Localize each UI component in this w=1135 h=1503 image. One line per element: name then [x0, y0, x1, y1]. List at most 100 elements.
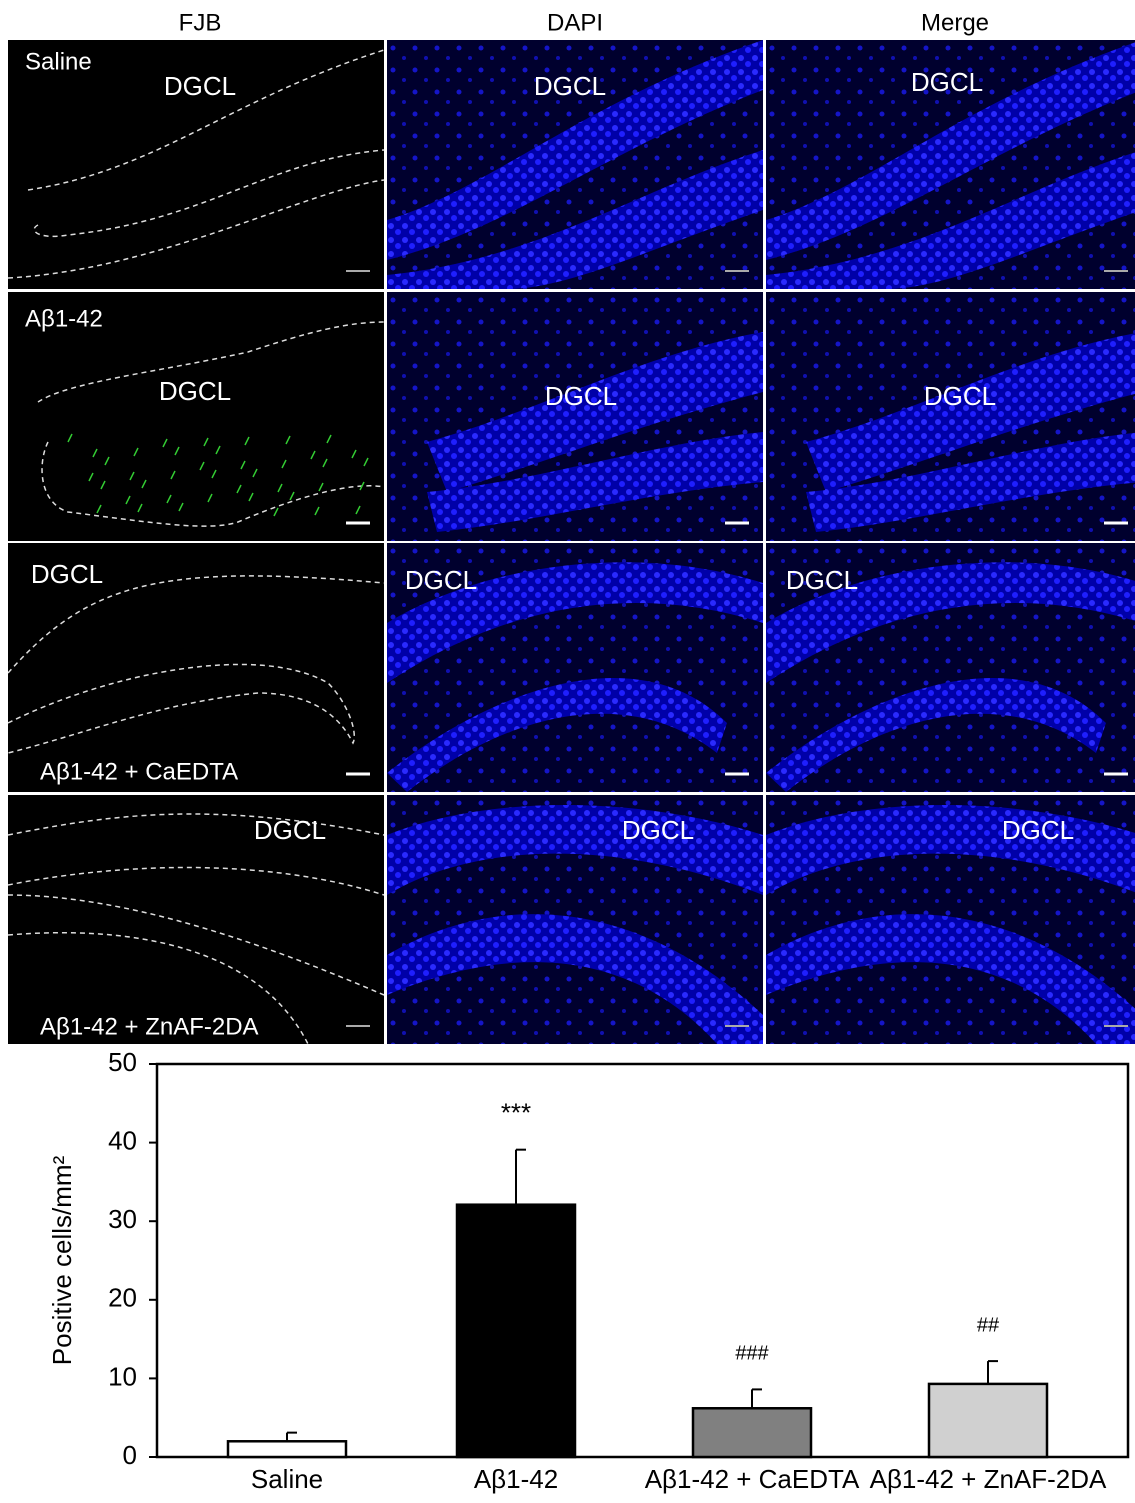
fjb-cell [104, 456, 110, 466]
granule-layer [387, 678, 727, 792]
fjb-cell [322, 458, 328, 468]
granule-layer [387, 40, 763, 260]
significance-label: ## [977, 1314, 1000, 1336]
region-label: DGCL [405, 565, 477, 595]
fjb-cell [133, 447, 139, 457]
granule-layer [766, 805, 1135, 895]
region-label: DGCL [545, 381, 617, 411]
micrograph: DGCL [766, 40, 1135, 289]
fjb-cell [236, 484, 242, 494]
micrograph: DGCL [387, 40, 763, 289]
plot-frame [155, 1062, 1130, 1459]
panel-background [8, 292, 384, 541]
micrograph: DGCL Aβ1-42 + ZnAF-2DA [8, 795, 384, 1044]
x-tick-label: Aβ1-42 + ZnAF-2DA [870, 1464, 1107, 1494]
granule-layer [766, 678, 1106, 792]
micrograph: DGCL [387, 292, 763, 541]
micrograph: DGCL Aβ1-42 [8, 292, 384, 541]
x-tick-label: Aβ1-42 [474, 1464, 558, 1494]
significance-label: ### [735, 1343, 769, 1365]
micrograph: DGCL Aβ1-42 + CaEDTA [8, 543, 384, 792]
fjb-cell [281, 459, 287, 469]
panel-background [8, 40, 384, 289]
fjb-cell [67, 433, 73, 443]
region-outline [8, 575, 384, 754]
micrograph: DGCL [766, 292, 1135, 541]
fjb-cell [207, 493, 213, 503]
panel-background [8, 543, 384, 792]
fjb-cell [174, 446, 180, 456]
granule-layer [766, 914, 1135, 1044]
region-outline [8, 49, 384, 279]
fjb-cell [252, 468, 258, 478]
column-header: FJB [179, 9, 222, 36]
panel-background [8, 795, 384, 1044]
significance-label: *** [501, 1098, 531, 1128]
fjb-cell [203, 437, 209, 447]
bar [927, 1382, 1049, 1459]
bar [455, 1203, 577, 1459]
fjb-cell [129, 471, 135, 481]
fjb-cell [326, 434, 332, 444]
micrograph: DGCL [766, 543, 1135, 792]
y-tick-label: 40 [108, 1125, 137, 1155]
fjb-cell [211, 469, 217, 479]
condition-label: Saline [25, 48, 92, 75]
fjb-cell [96, 504, 102, 514]
granule-layer [806, 333, 1135, 492]
granule-layer [806, 432, 1135, 532]
region-label: DGCL [1002, 815, 1074, 845]
micrograph: DGCL [387, 543, 763, 792]
fjb-cell [178, 502, 184, 512]
fjb-cell [277, 483, 283, 493]
fjb-cell [244, 436, 250, 446]
region-label: DGCL [786, 565, 858, 595]
fjb-cell [162, 438, 168, 448]
granule-layer [766, 152, 1135, 289]
region-label: DGCL [924, 381, 996, 411]
region-label: DGCL [254, 815, 326, 845]
x-tick-label: Aβ1-42 + CaEDTA [645, 1464, 860, 1494]
fjb-cell [273, 507, 279, 517]
micrograph: DGCL Saline [8, 40, 384, 289]
fjb-cell [88, 472, 94, 482]
region-label: DGCL [159, 376, 231, 406]
y-tick-label: 20 [108, 1283, 137, 1313]
region-label: DGCL [622, 815, 694, 845]
micrograph: DGCL [766, 795, 1135, 1044]
column-header: DAPI [547, 9, 603, 36]
fjb-cell [248, 492, 254, 502]
fjb-cell [285, 435, 291, 445]
granule-layer [387, 805, 763, 895]
fjb-cell [92, 448, 98, 458]
y-tick-label: 50 [108, 1047, 137, 1077]
fjb-cell [351, 449, 357, 459]
region-label: DGCL [534, 71, 606, 101]
y-axis-label: Positive cells/mm² [47, 1155, 77, 1365]
fjb-cell [125, 495, 131, 505]
fjb-cell [137, 503, 143, 513]
fjb-cell [100, 480, 106, 490]
micrograph: DGCL [387, 795, 763, 1044]
fjb-cell [359, 481, 365, 491]
region-label: DGCL [31, 559, 103, 589]
bar [691, 1407, 813, 1459]
granule-layer [427, 332, 763, 492]
x-tick-label: Saline [251, 1464, 323, 1494]
fjb-cell [141, 479, 147, 489]
fjb-cell [289, 491, 295, 501]
fjb-cell [314, 506, 320, 516]
y-tick-label: 0 [123, 1440, 137, 1470]
granule-layer [427, 432, 763, 532]
fjb-cell [199, 461, 205, 471]
fjb-cell [310, 450, 316, 460]
fjb-cell [166, 494, 172, 504]
fjb-cell [215, 445, 221, 455]
fjb-cell [355, 505, 361, 515]
granule-layer [387, 562, 763, 683]
region-label: DGCL [911, 67, 983, 97]
y-tick-label: 10 [108, 1361, 137, 1391]
fjb-cell [170, 470, 176, 480]
condition-label: Aβ1-42 + CaEDTA [40, 758, 238, 785]
